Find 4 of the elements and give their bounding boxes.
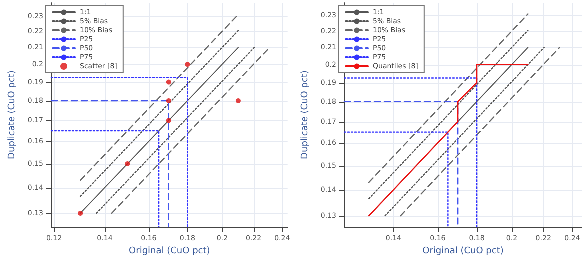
x-axis-title: Original (CuO pct) bbox=[422, 246, 504, 256]
y-axis-title: Duplicate (CuO pct) bbox=[300, 70, 310, 160]
y-axis-title: Duplicate (CuO pct) bbox=[8, 70, 18, 160]
x-axis-title: Original (CuO pct) bbox=[129, 246, 210, 256]
